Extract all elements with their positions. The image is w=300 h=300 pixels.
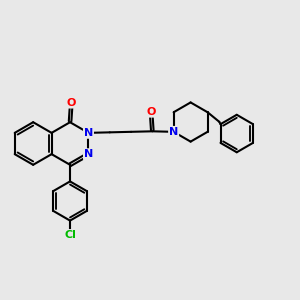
Text: O: O: [67, 98, 76, 108]
Text: N: N: [84, 149, 93, 159]
Text: Cl: Cl: [64, 230, 76, 240]
Text: N: N: [169, 127, 178, 137]
Text: N: N: [84, 128, 93, 138]
Text: Cl: Cl: [64, 230, 76, 240]
Text: O: O: [146, 107, 156, 117]
